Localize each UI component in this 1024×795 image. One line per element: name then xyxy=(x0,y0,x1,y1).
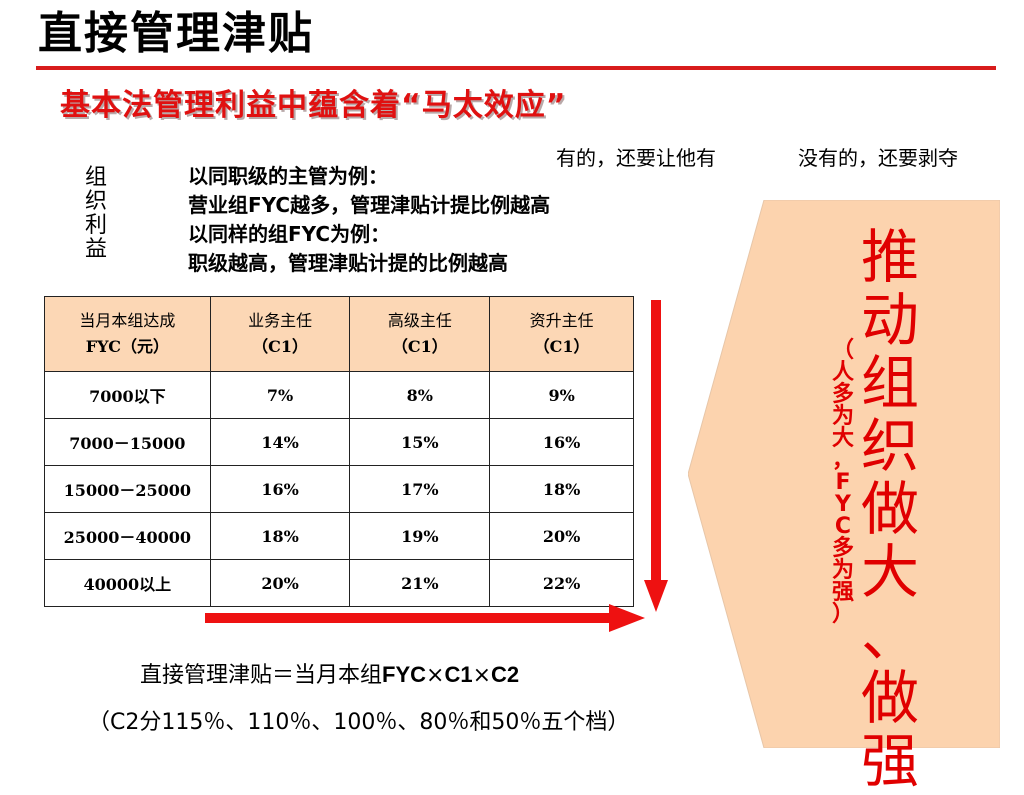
panel-subtext-char: C xyxy=(834,514,852,539)
panel-subtext-char: 多 xyxy=(831,382,854,407)
table-cell: 18% xyxy=(489,465,634,513)
table-cell: 8% xyxy=(349,371,491,419)
panel-subtext-char: 为 xyxy=(831,404,854,429)
header-veteran-supervisor: 资升主任 （C1） xyxy=(489,296,634,372)
panel-subtext: （ 人 多 为 大 ， F Y C 多 为 强 ） xyxy=(830,340,856,626)
vertical-label-char: 益 xyxy=(84,237,107,262)
header-line: （C1） xyxy=(252,337,308,356)
vertical-label-char: 利 xyxy=(84,213,107,238)
panel-headline-char: 大 xyxy=(860,538,919,606)
table-row: 15000－25000 16% 17% 18% xyxy=(44,465,634,513)
panel-headline-char: 织 xyxy=(860,412,919,480)
table-cell: 21% xyxy=(349,559,491,607)
quote-right: 没有的，还要剥夺 xyxy=(798,146,958,170)
table-cell: 17% xyxy=(349,465,491,513)
table-header-row: 当月本组达成 FYC（元） 业务主任 （C1） 高级主任 （C1） 资升主任 （… xyxy=(44,296,634,372)
subtitle: 基本法管理利益中蕴含着“马太效应” xyxy=(60,88,567,123)
panel-subtext-char: 多 xyxy=(831,536,854,561)
panel-subtext-char: 大 xyxy=(831,426,854,451)
page-title: 直接管理津贴 xyxy=(38,8,314,59)
table-cell: 7000以下 xyxy=(44,371,211,419)
intro-line: 以同样的组FYC为例： xyxy=(188,222,391,246)
intro-line: 营业组FYC越多，管理津贴计提比例越高 xyxy=(188,193,551,217)
panel-subtext-char: ） xyxy=(831,602,854,627)
panel-subtext-char: Y xyxy=(835,492,851,517)
table-row: 7000－15000 14% 15% 16% xyxy=(44,418,634,466)
arrow-right-icon xyxy=(205,604,645,632)
panel-headline-char: 做 xyxy=(860,475,919,543)
header-senior-supervisor: 高级主任 （C1） xyxy=(349,296,491,372)
header-line: 高级主任 xyxy=(387,311,452,330)
table-cell: 16% xyxy=(489,418,634,466)
panel-headline-char: 动 xyxy=(860,286,919,354)
table-cell: 40000以上 xyxy=(44,559,211,607)
table-cell: 15% xyxy=(349,418,491,466)
chevron-panel xyxy=(688,200,1000,748)
panel-subtext-char: F xyxy=(835,470,851,495)
panel-subtext-char: （ xyxy=(831,338,854,363)
table-row: 7000以下 7% 8% 9% xyxy=(44,371,634,419)
table-cell: 22% xyxy=(489,559,634,607)
header-fyc: 当月本组达成 FYC（元） xyxy=(44,296,211,372)
panel-subtext-char: 为 xyxy=(831,558,854,583)
header-line: 业务主任 xyxy=(248,311,313,330)
table-cell: 14% xyxy=(209,418,351,466)
table-cell: 18% xyxy=(209,512,351,560)
intro-text: 以同职级的主管为例： 营业组FYC越多，管理津贴计提比例越高 以同样的组FYC为… xyxy=(188,162,550,278)
header-line: FYC（元） xyxy=(85,337,169,356)
panel-headline-char: 强 xyxy=(860,727,919,795)
header-line: 当月本组达成 xyxy=(79,311,176,330)
table-cell: 20% xyxy=(489,512,634,560)
table-row: 25000－40000 18% 19% 20% xyxy=(44,512,634,560)
formula-prefix: 直接管理津贴＝当月本组 xyxy=(140,663,383,688)
panel-subtext-char: 人 xyxy=(831,360,854,385)
header-line: （C1） xyxy=(533,337,590,356)
table-cell: 19% xyxy=(349,512,491,560)
vertical-label: 组 织 利 益 xyxy=(82,166,110,262)
quote-left: 有的，还要让他有 xyxy=(556,146,716,170)
table-cell: 9% xyxy=(489,371,634,419)
title-divider xyxy=(36,66,996,70)
formula-term-fyc: FYC xyxy=(382,662,427,687)
formula: 直接管理津贴＝当月本组FYC×C1×C2 xyxy=(140,660,519,691)
vertical-label-char: 组 xyxy=(84,165,107,190)
arrow-down-icon xyxy=(644,300,668,612)
table-cell: 7000－15000 xyxy=(44,418,211,466)
table-cell: 16% xyxy=(209,465,351,513)
panel-subtext-char: ， xyxy=(831,448,854,473)
header-line: （C1） xyxy=(391,337,448,356)
table-cell: 7% xyxy=(209,371,351,419)
table-row: 40000以上 20% 21% 22% xyxy=(44,559,634,607)
table-cell: 25000－40000 xyxy=(44,512,211,560)
panel-headline: 推 动 组 织 做 大 、 做 强 xyxy=(858,226,922,793)
grade-note: （C2分115％、110％、100％、80％和50％五个档） xyxy=(88,710,630,735)
formula-times: × xyxy=(472,663,492,688)
panel-headline-char: 推 xyxy=(860,223,919,291)
intro-line: 以同职级的主管为例： xyxy=(188,164,388,188)
intro-line: 职级越高，管理津贴计提的比例越高 xyxy=(188,251,508,275)
panel-headline-char: 做 xyxy=(860,664,919,732)
panel-headline-char: 组 xyxy=(860,349,919,417)
vertical-label-char: 织 xyxy=(84,189,107,214)
panel-subtext-char: 强 xyxy=(831,580,854,605)
allowance-table: 当月本组达成 FYC（元） 业务主任 （C1） 高级主任 （C1） 资升主任 （… xyxy=(44,296,634,607)
formula-times: × xyxy=(426,663,445,688)
table-cell: 15000－25000 xyxy=(44,465,211,513)
header-business-supervisor: 业务主任 （C1） xyxy=(209,296,351,372)
formula-term-c2: C2 xyxy=(491,662,520,687)
panel-headline-char: 、 xyxy=(860,601,919,669)
formula-term-c1: C1 xyxy=(444,662,473,687)
header-line: 资升主任 xyxy=(529,311,594,330)
